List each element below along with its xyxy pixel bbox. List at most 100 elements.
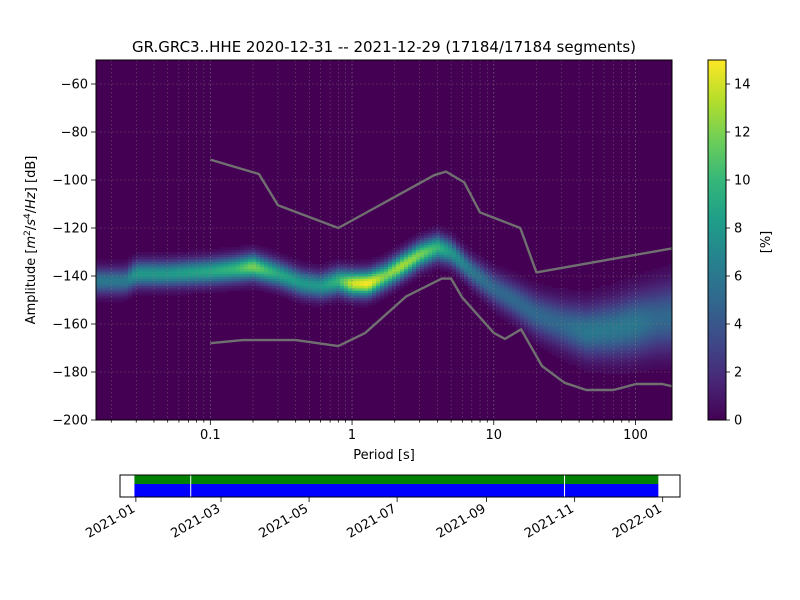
heatmap-cell: [544, 297, 549, 301]
heatmap-cell: [444, 268, 449, 272]
heatmap-cell: [444, 235, 449, 238]
heatmap-cell: [552, 316, 557, 320]
heatmap-cell: [344, 295, 349, 298]
heatmap-cell: [380, 266, 385, 270]
heatmap-cell: [260, 278, 265, 282]
heatmap-cell: [356, 297, 361, 301]
heatmap-cell: [324, 278, 329, 282]
heatmap-cell: [648, 367, 653, 370]
heatmap-cell: [348, 285, 353, 289]
heatmap-cell: [600, 352, 605, 356]
heatmap-cell: [100, 268, 105, 272]
heatmap-cell: [368, 300, 373, 303]
heatmap-cell: [488, 283, 493, 286]
heatmap-cell: [516, 276, 521, 279]
heatmap-cell: [652, 328, 657, 332]
heatmap-cell: [624, 364, 629, 368]
heatmap-cell: [600, 340, 605, 344]
heatmap-cell: [464, 261, 469, 265]
heatmap-cell: [588, 300, 593, 303]
heatmap-cell: [660, 316, 665, 320]
heatmap-cell: [272, 264, 277, 267]
heatmap-cell: [460, 278, 465, 282]
heatmap-cell: [192, 249, 197, 253]
heatmap-cell: [548, 304, 553, 308]
heatmap-cell: [632, 328, 637, 332]
heatmap-cell: [96, 278, 101, 282]
heatmap-column: [272, 249, 277, 296]
heatmap-cell: [480, 292, 485, 296]
heatmap-cell: [108, 280, 113, 284]
heatmap-cell: [524, 316, 529, 320]
heatmap-cell: [428, 240, 433, 243]
heatmap-cell: [644, 271, 649, 274]
heatmap-cell: [220, 247, 225, 250]
heatmap-cell: [136, 256, 141, 260]
heatmap-column: [192, 249, 197, 294]
heatmap-column: [188, 249, 193, 296]
heatmap-cell: [284, 256, 289, 260]
heatmap-cell: [608, 352, 613, 356]
heatmap-cell: [388, 252, 393, 255]
heatmap-column: [436, 225, 441, 270]
heatmap-cell: [516, 326, 521, 330]
heatmap-cell: [360, 259, 365, 262]
heatmap-cell: [456, 259, 461, 262]
heatmap-cell: [264, 273, 269, 277]
heatmap-cell: [568, 321, 573, 325]
heatmap-column: [360, 259, 365, 308]
heatmap-cell: [116, 292, 121, 296]
heatmap-cell: [300, 276, 305, 279]
heatmap-cell: [184, 268, 189, 272]
heatmap-column: [476, 254, 481, 298]
y-tick-label: −160: [52, 318, 88, 333]
heatmap-cell: [668, 357, 672, 361]
heatmap-cell: [636, 321, 641, 325]
heatmap-cell: [544, 331, 549, 334]
heatmap-cell: [668, 312, 672, 315]
heatmap-cell: [448, 232, 453, 236]
heatmap-cell: [292, 259, 297, 262]
heatmap-cell: [308, 288, 313, 291]
heatmap-cell: [340, 264, 345, 267]
heatmap-cell: [328, 302, 333, 306]
heatmap-cell: [188, 264, 193, 267]
heatmap-cell: [360, 297, 365, 301]
heatmap-cell: [216, 290, 221, 294]
heatmap-cell: [660, 271, 665, 274]
heatmap-cell: [512, 295, 517, 298]
heatmap-cell: [512, 288, 517, 291]
heatmap-cell: [280, 283, 285, 286]
x-tick-label: 0.1: [200, 428, 221, 443]
heatmap-cell: [584, 355, 589, 358]
heatmap-cell: [320, 268, 325, 272]
heatmap-cell: [608, 285, 613, 289]
heatmap-cell: [648, 336, 653, 339]
heatmap-cell: [124, 297, 129, 301]
heatmap-cell: [532, 338, 537, 342]
heatmap-cell: [440, 242, 445, 246]
heatmap-cell: [456, 266, 461, 270]
heatmap-cell: [404, 244, 409, 248]
heatmap-cell: [668, 331, 672, 334]
heatmap-cell: [316, 268, 321, 272]
heatmap-cell: [160, 254, 165, 258]
heatmap-cell: [260, 271, 265, 274]
heatmap-column: [516, 273, 521, 332]
heatmap-cell: [308, 261, 313, 265]
heatmap-column: [668, 264, 672, 370]
heatmap-cell: [348, 302, 353, 306]
y-tick-label: −60: [61, 78, 88, 93]
heatmap-cell: [600, 355, 605, 358]
heatmap-cell: [592, 362, 597, 366]
heatmap-cell: [588, 348, 593, 351]
heatmap-cell: [128, 256, 133, 260]
heatmap-cell: [208, 285, 213, 289]
heatmap-cell: [632, 309, 637, 313]
heatmap-cell: [544, 326, 549, 330]
heatmap-cell: [428, 254, 433, 258]
heatmap-cell: [656, 331, 661, 334]
heatmap-cell: [440, 254, 445, 258]
heatmap-cell: [184, 259, 189, 262]
